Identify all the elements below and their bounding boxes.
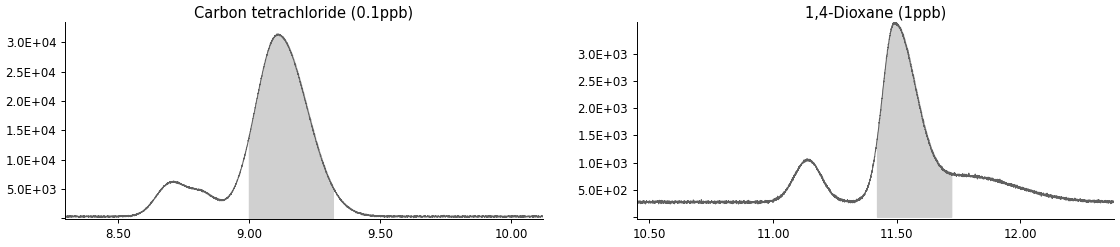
Title: 1,4-Dioxane (1ppb): 1,4-Dioxane (1ppb) <box>805 5 946 21</box>
Title: Carbon tetrachloride (0.1ppb): Carbon tetrachloride (0.1ppb) <box>195 5 413 21</box>
